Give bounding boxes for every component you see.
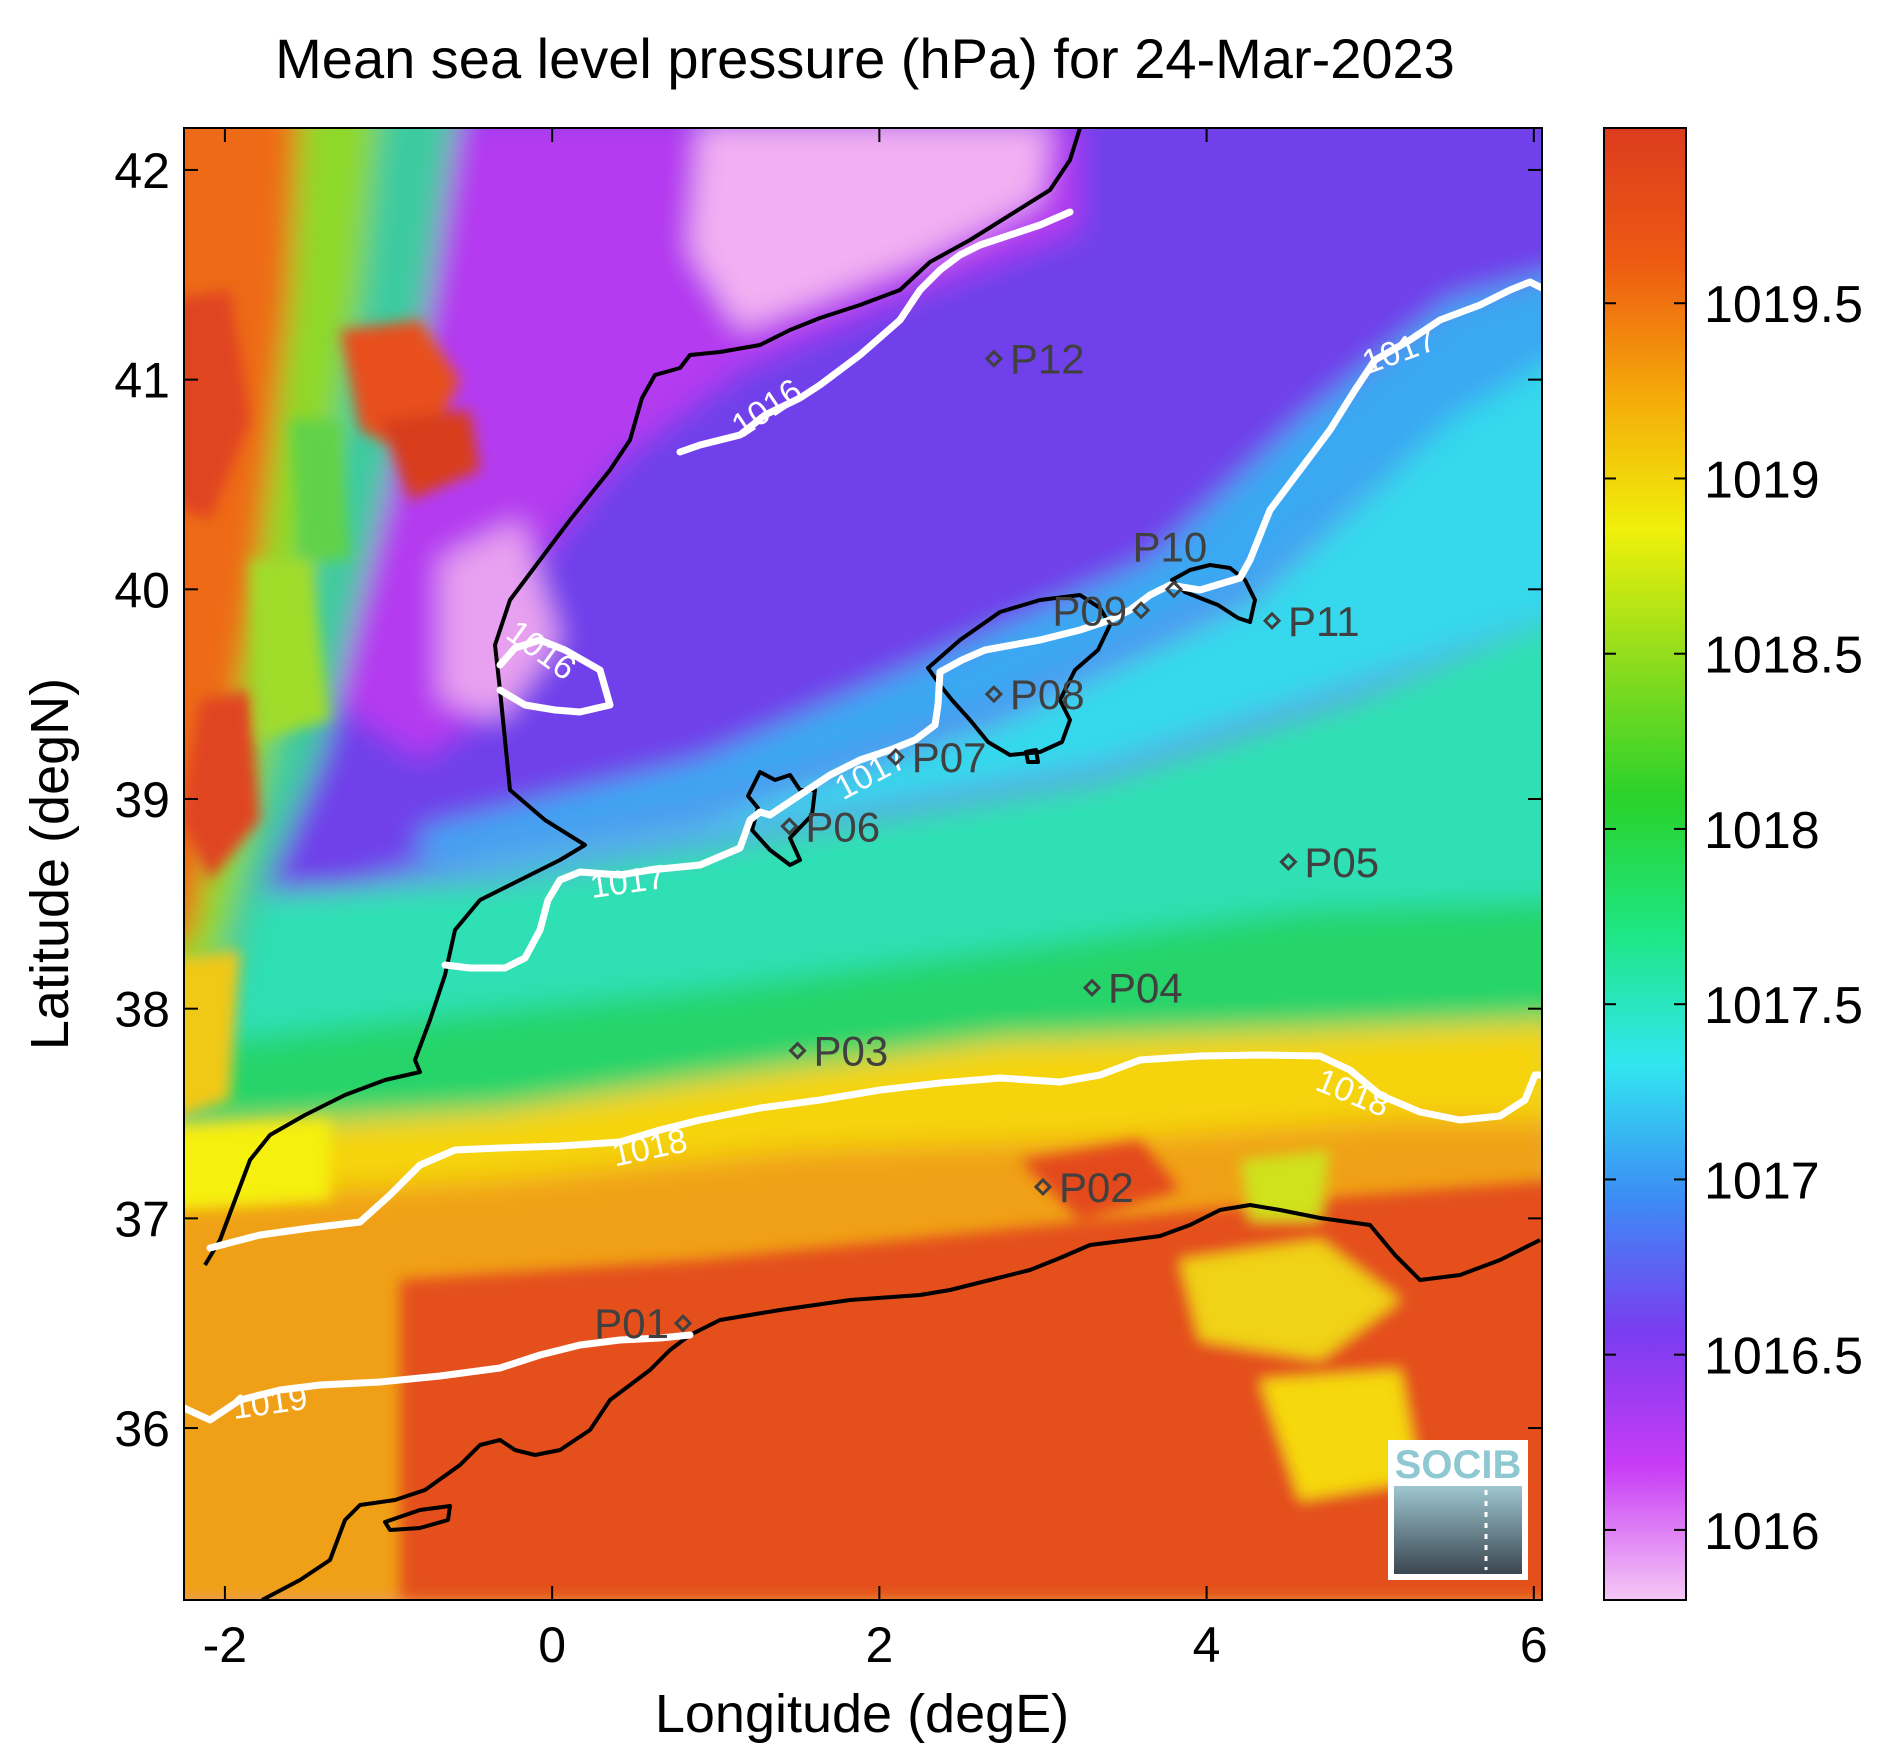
colorbar-tick-label: 1018.5: [1704, 627, 1863, 685]
colorbar-tick-label: 1017: [1704, 1152, 1820, 1210]
station-marker-icon: [1082, 978, 1102, 997]
alboran-island: [383, 1504, 452, 1532]
station-label: P05: [1304, 839, 1379, 886]
colorbar-tick-label: 1019: [1704, 451, 1820, 509]
y-tick-label: 39: [114, 772, 170, 828]
socib-logo-text: SOCIB: [1395, 1443, 1522, 1487]
station-marker-icon: [780, 817, 799, 836]
y-tick-label: 41: [114, 353, 170, 409]
colorbar-tick-label: 1016.5: [1704, 1328, 1863, 1386]
x-tick-label: 4: [1193, 1617, 1221, 1673]
station-marker-icon: [788, 1041, 807, 1060]
y-tick-label: 37: [114, 1191, 170, 1247]
station-label: P04: [1108, 965, 1183, 1012]
y-tick-label: 42: [114, 143, 170, 199]
station-p07: P07: [886, 734, 987, 781]
station-label: P12: [1010, 336, 1085, 383]
isobar-contours: [184, 208, 1542, 1424]
colorbar-tick-label: 1016: [1704, 1503, 1820, 1561]
station-label: P08: [1010, 671, 1085, 718]
isobar-1016-west: [496, 636, 614, 716]
iberia-coastline: [203, 128, 1082, 1267]
station-marker-icon: [1279, 852, 1298, 872]
station-label: P06: [805, 803, 880, 850]
x-tick-label: 2: [865, 1617, 893, 1673]
map-title: Mean sea level pressure (hPa) for 24-Mar…: [275, 27, 1455, 90]
station-p02: P02: [1033, 1164, 1134, 1211]
x-tick-label: 0: [538, 1617, 566, 1673]
station-marker-icon: [1164, 580, 1183, 599]
map-frame: [183, 127, 1543, 1601]
colorbar-bar: [1603, 127, 1687, 1601]
station-marker-icon: [886, 747, 905, 767]
isobar-1018: [206, 1051, 1542, 1252]
isobar-1016-north: [676, 208, 1074, 456]
africa-coastline: [261, 1203, 1541, 1600]
socib-logo: SOCIB: [1388, 1440, 1528, 1580]
colorbar-tick-label: 1019.5: [1704, 276, 1863, 334]
station-p05: P05: [1279, 839, 1379, 886]
station-label: P01: [594, 1300, 669, 1347]
mallorca-coastline: [926, 593, 1112, 757]
station-label: P07: [912, 734, 987, 781]
y-axis: 36 37 38 39 40 41 42: [114, 143, 1542, 1457]
station-marker-icon: [673, 1314, 693, 1333]
colorbar-tick-label: 1017.5: [1704, 977, 1863, 1035]
colorbar: 1016 1016.5 1017 1017.5 1018 1018.5 1019 1019.5: [1603, 127, 1863, 1601]
x-axis-label: Longitude (degE): [655, 1684, 1069, 1744]
colorbar-tick-label: 1018: [1704, 802, 1820, 860]
station-label: P10: [1133, 523, 1208, 570]
y-tick-label: 36: [114, 1401, 170, 1457]
x-axis: -2 0 2 4 6: [203, 128, 1548, 1673]
station-label: P11: [1288, 598, 1360, 645]
station-marker-icon: [1033, 1177, 1053, 1197]
y-axis-label: Latitude (degN): [20, 678, 80, 1050]
station-label: P03: [814, 1028, 889, 1075]
station-p09: P09: [1052, 587, 1151, 634]
station-marker-icon: [984, 685, 1004, 704]
station-p08: P08: [984, 671, 1085, 718]
y-tick-label: 38: [114, 982, 170, 1038]
x-tick-label: 6: [1520, 1617, 1548, 1673]
cabrera-island: [1024, 748, 1040, 764]
x-tick-label: -2: [203, 1617, 247, 1673]
coastlines: [203, 128, 1541, 1600]
station-p04: P04: [1082, 965, 1183, 1012]
y-tick-label: 40: [114, 562, 170, 618]
station-p01: P01: [594, 1300, 693, 1347]
station-p03: P03: [788, 1028, 889, 1075]
pressure-field: [184, 128, 1542, 1600]
isobar-1019: [184, 1331, 694, 1424]
station-label: P09: [1052, 587, 1127, 634]
station-p06: P06: [780, 803, 880, 850]
isobar-1017: [441, 278, 1542, 972]
station-marker-icon: [1132, 601, 1151, 620]
station-marker-icon: [984, 349, 1004, 368]
station-p11: P11: [1262, 598, 1360, 645]
station-label: P02: [1059, 1164, 1134, 1211]
map-plot-area: 1016 1016 1017 1017 1017 1018 1018 1019 …: [184, 128, 1542, 1600]
station-p12: P12: [984, 336, 1085, 383]
colorbar-ticks: 1016 1016.5 1017 1017.5 1018 1018.5 1019 1019.5: [1604, 276, 1863, 1561]
menorca-coastline: [1170, 563, 1257, 624]
station-p10: P10: [1133, 523, 1208, 599]
station-marker-icon: [1262, 611, 1282, 630]
